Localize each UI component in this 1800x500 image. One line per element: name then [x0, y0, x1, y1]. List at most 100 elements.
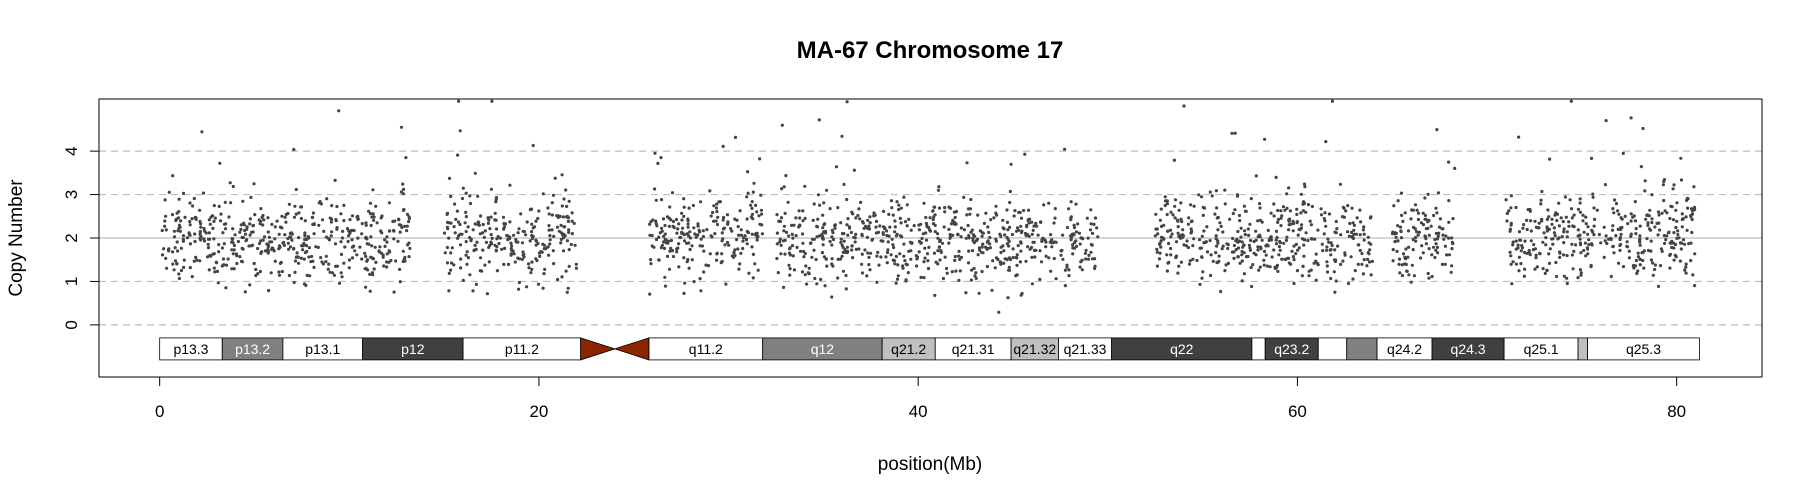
data-point	[885, 250, 890, 255]
data-point	[367, 242, 371, 246]
data-point	[1015, 253, 1019, 257]
data-point	[727, 243, 731, 247]
data-point	[1074, 239, 1078, 243]
data-point	[1019, 293, 1023, 297]
data-point	[853, 236, 857, 240]
data-point	[1572, 249, 1576, 253]
data-point	[381, 253, 385, 257]
data-point	[1433, 255, 1437, 260]
data-point	[660, 229, 664, 233]
data-point	[1602, 225, 1606, 229]
data-point	[517, 257, 522, 261]
data-point	[1326, 237, 1330, 241]
data-point	[875, 254, 879, 258]
data-point	[1603, 239, 1607, 243]
data-point	[974, 276, 978, 280]
data-point	[533, 225, 537, 229]
data-point	[520, 241, 525, 245]
data-point	[1360, 252, 1364, 256]
data-point	[860, 262, 864, 266]
data-point	[760, 232, 765, 236]
data-point	[1327, 212, 1332, 216]
data-point	[569, 242, 573, 247]
data-point	[1071, 243, 1075, 247]
data-point	[1012, 214, 1016, 218]
data-point	[1367, 252, 1371, 256]
data-point	[891, 213, 895, 217]
data-point	[1555, 212, 1560, 216]
data-point	[985, 264, 990, 269]
data-point	[711, 210, 715, 215]
data-point	[453, 202, 457, 206]
data-point	[525, 285, 529, 289]
data-point	[1578, 197, 1582, 201]
data-point	[1421, 223, 1426, 227]
data-point	[301, 248, 305, 252]
data-point	[1061, 233, 1065, 237]
data-point	[807, 266, 811, 270]
data-point	[909, 228, 913, 232]
data-point	[1258, 202, 1262, 206]
data-point	[1692, 185, 1696, 189]
data-point	[469, 239, 473, 243]
data-point	[474, 282, 478, 286]
data-point	[258, 269, 262, 274]
data-point	[195, 258, 199, 262]
data-point	[1426, 271, 1430, 276]
data-point	[1292, 281, 1296, 286]
data-point	[1262, 258, 1266, 262]
data-point	[1301, 209, 1305, 213]
data-point	[938, 258, 942, 262]
data-point	[1676, 233, 1680, 237]
data-point	[1633, 200, 1637, 204]
data-point	[299, 216, 303, 221]
data-point	[841, 269, 846, 273]
data-point	[1071, 232, 1075, 237]
data-point	[352, 244, 356, 248]
data-point	[687, 241, 691, 245]
data-point	[682, 233, 687, 237]
data-point	[1653, 263, 1657, 267]
data-point	[1565, 230, 1569, 234]
data-point	[783, 252, 787, 256]
data-point	[383, 244, 387, 248]
data-point	[1295, 221, 1299, 225]
data-point	[854, 247, 858, 251]
data-point	[304, 244, 309, 248]
cytoband-label: q23.2	[1274, 341, 1309, 357]
data-point	[481, 222, 485, 227]
data-point	[698, 277, 702, 281]
data-point	[754, 231, 758, 235]
data-point	[277, 270, 281, 274]
data-point	[803, 216, 807, 220]
data-point	[322, 229, 326, 233]
data-point	[1063, 284, 1067, 288]
data-point	[473, 222, 477, 226]
data-point	[360, 222, 364, 226]
data-point	[1361, 228, 1365, 232]
data-point	[391, 219, 395, 224]
data-point	[988, 235, 992, 240]
data-point	[445, 212, 449, 216]
data-point	[221, 231, 225, 235]
data-point	[559, 237, 564, 241]
data-point	[677, 242, 681, 246]
data-point	[1645, 237, 1649, 241]
cytoband-label: q24.2	[1387, 341, 1422, 357]
data-point	[347, 258, 352, 262]
data-point	[372, 267, 376, 271]
data-point	[1204, 240, 1208, 244]
data-point	[561, 215, 566, 219]
data-point	[1520, 244, 1524, 248]
data-point	[272, 249, 276, 253]
data-point	[402, 207, 406, 212]
data-point	[755, 235, 759, 239]
data-point	[933, 223, 937, 227]
data-point	[892, 245, 896, 250]
data-point	[954, 269, 958, 273]
data-point	[1090, 231, 1095, 235]
data-point	[833, 223, 837, 228]
data-point	[548, 234, 552, 238]
data-point	[905, 224, 909, 228]
data-point	[1541, 240, 1545, 244]
